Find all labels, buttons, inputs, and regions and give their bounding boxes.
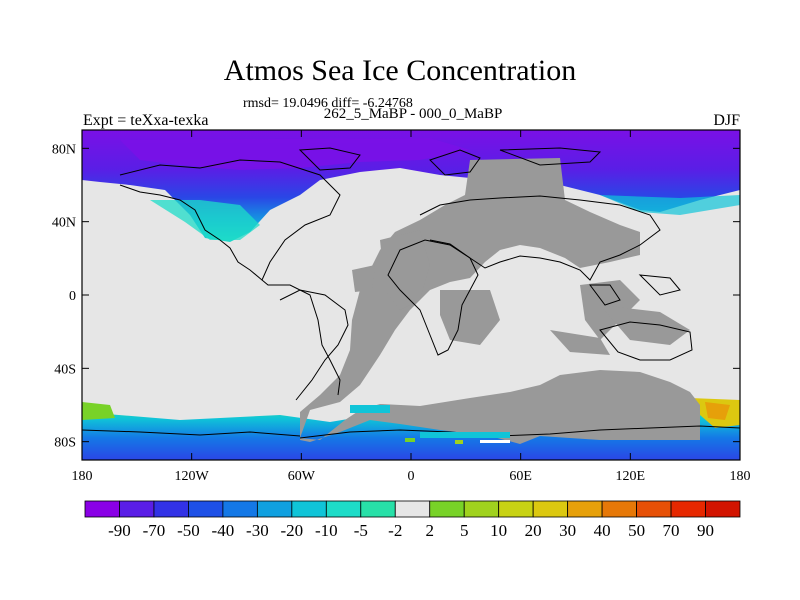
colorbar-box xyxy=(222,500,258,518)
coastlines xyxy=(82,147,740,439)
y-tick-label: 40S xyxy=(54,362,76,377)
north-atlantic-cyan xyxy=(600,195,740,215)
colorbar-box xyxy=(532,500,569,518)
experiment-label: Expt = teXxa-texka xyxy=(83,112,209,129)
colorbar-label: 10 xyxy=(490,521,507,540)
colorbar-box xyxy=(84,500,120,518)
x-tick-label: 60W xyxy=(288,469,316,484)
colorbar-box xyxy=(119,500,155,518)
colorbar-box xyxy=(429,500,465,518)
colorbar-box xyxy=(498,500,534,518)
colorbar-label: -70 xyxy=(143,521,166,540)
x-tick-label: 180 xyxy=(730,469,751,484)
colorbar-label: 20 xyxy=(525,521,542,540)
colorbar-box xyxy=(325,500,362,518)
colorbar-box xyxy=(360,500,396,518)
colorbar-box xyxy=(567,500,603,518)
x-tick-label: 0 xyxy=(408,469,415,484)
colorbar-label: 70 xyxy=(663,521,680,540)
colorbar-box xyxy=(188,500,224,518)
x-tick-label: 60E xyxy=(509,469,532,484)
colorbar-label: 2 xyxy=(425,521,434,540)
colorbar-label: -50 xyxy=(177,521,200,540)
colorbar-box xyxy=(601,500,637,518)
x-tick-label: 180 xyxy=(72,469,93,484)
antarctic-flecks xyxy=(350,405,510,444)
x-axis: 180 120W 60W 0 60E 120E 180 xyxy=(72,130,751,484)
y-tick-label: 80N xyxy=(52,142,76,157)
north-pacific-cyan xyxy=(150,200,260,240)
southern-gain-patch-west xyxy=(82,402,115,420)
colorbar-label: 30 xyxy=(559,521,576,540)
colorbar-box xyxy=(670,500,706,518)
field-layer xyxy=(82,130,740,460)
colorbar-box xyxy=(463,500,500,518)
arctic-deep-core xyxy=(120,138,470,170)
land-mask xyxy=(300,158,700,444)
colorbar-label: -20 xyxy=(281,521,304,540)
chart-title: Atmos Sea Ice Concentration xyxy=(223,54,577,87)
colorbar-label: 90 xyxy=(697,521,714,540)
x-tick-label: 120W xyxy=(175,469,210,484)
season-label: DJF xyxy=(713,112,740,129)
colorbar-label: -40 xyxy=(212,521,235,540)
colorbar: -90 -70 -50 -40 -30 -20 -10 -5 -2 2 5 10 20 30 40 50 70 9… xyxy=(84,500,741,540)
colorbar-box xyxy=(636,500,672,518)
colorbar-label: -10 xyxy=(315,521,338,540)
southern-gain-patch-east-core xyxy=(705,402,730,420)
colorbar-label: 5 xyxy=(460,521,469,540)
colorbar-label: -5 xyxy=(354,521,368,540)
colorbar-label: 50 xyxy=(628,521,645,540)
y-tick-label: 80S xyxy=(54,436,76,451)
colorbar-box xyxy=(705,500,741,518)
colorbar-box xyxy=(256,500,293,518)
colorbar-box xyxy=(394,500,431,518)
x-tick-label: 120E xyxy=(616,469,646,484)
colorbar-box xyxy=(291,500,327,518)
chart-subtitle: 262_5_MaBP - 000_0_MaBP xyxy=(323,106,503,122)
colorbar-label: -90 xyxy=(108,521,131,540)
colorbar-box xyxy=(153,500,189,518)
y-axis: 80N 40N 0 40S 80S xyxy=(52,142,740,451)
y-tick-label: 0 xyxy=(69,289,76,304)
statistics-label: rmsd= 19.0496 diff= -6.24768 xyxy=(243,96,413,111)
colorbar-label: -30 xyxy=(246,521,269,540)
colorbar-label: 40 xyxy=(594,521,611,540)
y-tick-label: 40N xyxy=(52,216,76,231)
colorbar-label: -2 xyxy=(388,521,402,540)
